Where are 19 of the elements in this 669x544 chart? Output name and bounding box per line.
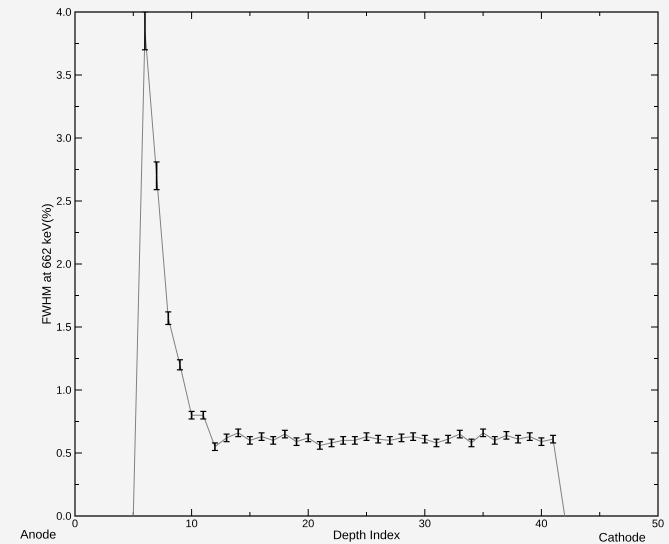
y-tick-label: 1.0	[57, 386, 72, 394]
y-tick-label: 0.0	[56, 512, 72, 520]
y-tick-label: 3.0	[56, 134, 72, 142]
y-tick-label: 0.5	[56, 449, 72, 457]
x-tick-label: 30	[419, 520, 430, 528]
x-tick-label: 50	[652, 520, 664, 528]
y-axis-title: FWHM at 662 keV(%)	[42, 204, 54, 324]
y-tick-label: 2.0	[56, 260, 72, 268]
y-tick-label: 1.5	[57, 323, 72, 331]
text: Anode	[20, 530, 56, 539]
y-tick-label: 4.0	[56, 8, 72, 16]
x-tick-label: 20	[302, 520, 314, 528]
x-tick-label: 40	[536, 520, 548, 528]
y-tick-label: 2.5	[56, 197, 72, 205]
y-tick-label: 3.5	[56, 71, 72, 79]
x-axis-title: Depth Index	[334, 530, 400, 542]
x-tick-label: 0	[72, 520, 78, 528]
x-tick-label: 10	[186, 520, 198, 528]
text: Cathode	[599, 532, 646, 542]
